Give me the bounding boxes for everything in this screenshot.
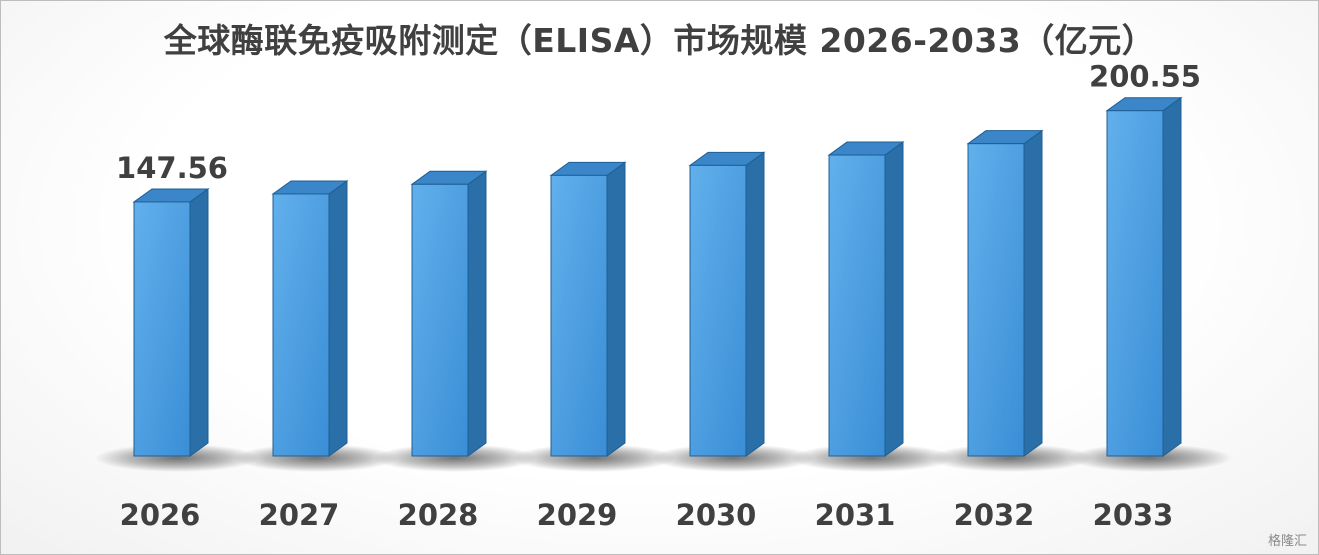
x-tick-label-2027: 2027 bbox=[259, 498, 340, 532]
x-tick-label-2032: 2032 bbox=[954, 498, 1035, 532]
bar-2032 bbox=[966, 129, 1044, 457]
bar-front-2031 bbox=[828, 154, 886, 457]
floor-shadow bbox=[95, 444, 1232, 472]
bar-side-2031 bbox=[884, 141, 904, 457]
bar-front-2027 bbox=[272, 193, 330, 457]
bar-side-2028 bbox=[467, 170, 487, 457]
bar-front-2029 bbox=[550, 174, 608, 457]
bar-side-2030 bbox=[745, 151, 765, 457]
x-tick-label-2031: 2031 bbox=[815, 498, 896, 532]
x-tick-label-2033: 2033 bbox=[1093, 498, 1174, 532]
bar-2031 bbox=[827, 141, 905, 457]
bar-side-2029 bbox=[606, 161, 626, 457]
x-tick-label-2030: 2030 bbox=[676, 498, 757, 532]
bars-group bbox=[132, 96, 1183, 457]
bar-side-2032 bbox=[1023, 129, 1043, 457]
x-tick-label-2026: 2026 bbox=[120, 498, 201, 532]
chart-title: 全球酶联免疫吸附测定（ELISA）市场规模 2026-2033（亿元） bbox=[163, 21, 1156, 60]
bar-side-2026 bbox=[189, 187, 209, 457]
bar-2026 bbox=[132, 187, 210, 457]
bar-2027 bbox=[271, 179, 349, 457]
bar-2028 bbox=[410, 170, 488, 457]
x-tick-label-2028: 2028 bbox=[398, 498, 479, 532]
bar-2030 bbox=[688, 151, 766, 457]
bar-side-2033 bbox=[1162, 96, 1182, 457]
x-axis-labels: 2026 2027 2028 2029 2030 2031 2032 2033 bbox=[120, 498, 1174, 532]
bar-front-2026 bbox=[133, 201, 191, 457]
bar-2033 bbox=[1105, 96, 1183, 457]
bar-front-2032 bbox=[967, 143, 1025, 457]
x-tick-label-2029: 2029 bbox=[537, 498, 618, 532]
bar-front-2030 bbox=[689, 164, 747, 457]
data-label-2026: 147.56 bbox=[116, 151, 228, 185]
bar-front-2033 bbox=[1106, 110, 1164, 457]
bar-side-2027 bbox=[328, 179, 348, 457]
data-label-2033: 200.55 bbox=[1089, 60, 1201, 94]
data-labels: 147.56 200.55 bbox=[116, 60, 1201, 185]
watermark: 格隆汇 bbox=[1267, 534, 1307, 549]
bar-2029 bbox=[549, 161, 627, 457]
bar-front-2028 bbox=[411, 183, 469, 457]
